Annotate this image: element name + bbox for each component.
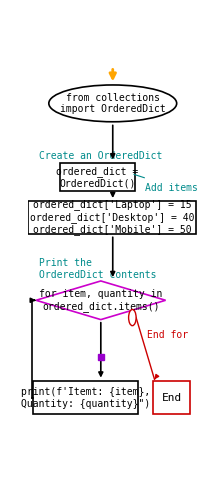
Text: for item, quantity in
ordered_dict.items(): for item, quantity in ordered_dict.items… — [39, 289, 163, 312]
Text: End: End — [161, 393, 182, 403]
Ellipse shape — [49, 85, 177, 122]
Text: from collections
import OrderedDict: from collections import OrderedDict — [60, 93, 166, 114]
Text: ordered_dict =
OrderedDict(): ordered_dict = OrderedDict() — [56, 166, 139, 188]
Text: End for: End for — [147, 330, 188, 340]
FancyBboxPatch shape — [153, 381, 190, 414]
FancyBboxPatch shape — [28, 201, 196, 234]
FancyBboxPatch shape — [33, 381, 138, 414]
Text: Add items: Add items — [145, 183, 198, 193]
Polygon shape — [36, 281, 166, 320]
Text: ordered_dict['Laptop'] = 15
ordered_dict['Desktop'] = 40
ordered_dict['Mobile'] : ordered_dict['Laptop'] = 15 ordered_dict… — [30, 199, 194, 236]
Text: print(f'Itemt: {item},
Quantity: {quantity}"): print(f'Itemt: {item}, Quantity: {quanti… — [21, 387, 150, 409]
FancyBboxPatch shape — [60, 163, 135, 191]
Circle shape — [129, 309, 136, 326]
Text: Print the
OrderedDict contents: Print the OrderedDict contents — [39, 258, 157, 280]
Text: Create an OrderedDict: Create an OrderedDict — [39, 151, 163, 161]
